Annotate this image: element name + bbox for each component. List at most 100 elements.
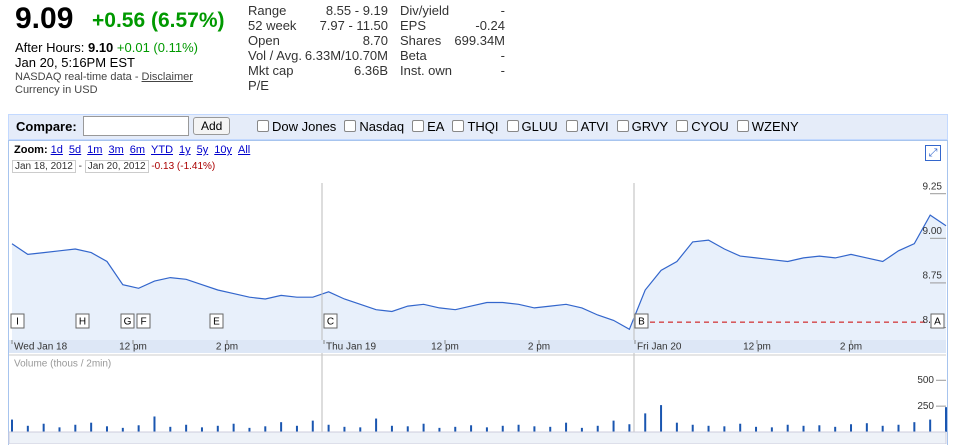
volume-bar [802,425,805,432]
after-hours-label: After Hours: [15,40,85,55]
chart-panel [8,140,948,445]
news-flag [634,313,649,329]
zoom-option[interactable]: 10y [214,144,233,156]
checkbox[interactable] [412,120,425,132]
checkbox[interactable] [257,120,269,132]
stat-label: Range [248,3,287,18]
compare-symbol[interactable]: ATVI [565,119,609,134]
volume-bar [850,424,853,432]
stat-value: - [500,3,505,18]
after-hours-change: +0.01 (0.11%) [116,40,198,55]
stat-label: Vol / Avg. [248,48,302,63]
news-flag [323,313,338,329]
y-tick-label: 500 [917,375,934,386]
symbol-name: WZENY [751,119,799,134]
compare-symbol[interactable]: Dow Jones [257,119,336,134]
stat-value: 8.70 [362,33,388,48]
checkbox[interactable] [736,120,749,132]
scrollbar [8,431,947,444]
zoom-option[interactable]: YTD [151,144,174,156]
y-tick-label: 9.25 [923,181,943,192]
range-separator: - [78,161,82,172]
volume-bar [438,427,441,432]
stat-value: - [500,48,505,63]
volume-bar [723,426,726,432]
news-flag [209,313,224,329]
x-tick-label: 2 pm [528,342,550,353]
volume-bar [422,423,425,432]
compare-symbol[interactable]: CYOU [676,119,729,134]
symbol-name: ATVI [580,119,609,134]
x-tick-label: Thu Jan 19 [326,342,376,353]
zoom-option[interactable]: 1m [87,144,103,156]
price-line [11,214,947,331]
expand-button[interactable]: ⤢ [925,145,941,161]
checkbox[interactable] [344,120,357,132]
quote-time: Jan 20, 5:16PM EST [15,55,135,70]
stat-label: Div/yield [400,3,450,18]
x-tick-label: 12 pm [431,342,459,353]
compare-symbol[interactable]: GLUU [506,119,558,134]
source: NASDAQ real-time data - Disclaimer [15,71,193,83]
zoom-option[interactable]: 6m [129,144,146,156]
stat-label: Open [248,33,280,48]
price: 9.09 [15,2,74,35]
range-to[interactable]: Jan 20, 2012 [84,160,149,173]
news-flag-label: F [140,317,146,328]
news-flag-label: I [16,317,19,328]
add-button[interactable]: Add [193,117,231,135]
checkbox[interactable] [616,120,629,132]
range-change: -0.13 (-1.41%) [151,161,216,172]
volume-bar [153,416,156,432]
compare-symbol[interactable]: GRVY [616,119,668,134]
x-tick-label: 2 pm [216,342,238,353]
volume-bar [359,427,362,432]
volume-bar [739,423,742,432]
symbol-name: EA [427,119,445,134]
checkbox[interactable] [676,120,689,132]
checkbox[interactable] [565,120,578,132]
symbol-name: THQI [467,119,499,134]
zoom-option[interactable]: 1y [179,144,191,156]
volume-bar [343,426,346,432]
zoom-option[interactable]: 5d [68,144,82,156]
stat-value: 6.36B [354,63,388,78]
range-from[interactable]: Jan 18, 2012 [12,160,76,173]
compare-input[interactable] [83,116,189,136]
news-flag [75,313,90,329]
volume-bar [596,425,599,432]
stat-label: EPS [400,18,427,33]
stat-label: Mkt cap [248,63,294,78]
volume-bar [881,425,884,432]
compare-symbol[interactable]: THQI [452,119,499,134]
volume-bar [375,418,378,432]
zoom-option[interactable]: 1d [50,144,63,156]
disclaimer-link[interactable]: Disclaimer [141,71,193,83]
checkbox[interactable] [452,120,465,132]
x-tick-label: 12 pm [743,342,771,353]
zoom: Zoom: 1d 5d 1m 3m 6m YTD 1y 5y 10y All [14,144,256,156]
news-flag-label: C [327,317,334,328]
news-flag-label: E [213,317,220,328]
volume-bar [897,424,900,432]
volume-bar [675,422,678,432]
compare-symbol[interactable]: Nasdaq [344,119,404,134]
volume-bar [834,426,837,432]
zoom-option[interactable]: All [238,144,251,156]
volume-bar [628,424,631,432]
volume-bar [74,424,77,432]
volume-bar [232,423,235,432]
volume-bar [200,427,203,432]
volume-bar [169,426,172,432]
stat-label: Beta [400,48,427,63]
checkbox[interactable] [506,120,519,132]
zoom-option[interactable]: 3m [108,144,124,156]
volume-bar [42,423,45,432]
compare-symbol[interactable]: WZENY [736,119,799,134]
volume-bar [818,425,821,432]
compare-symbol[interactable]: EA [412,119,444,134]
zoom-option[interactable]: 5y [196,144,209,156]
y-tick-label: 250 [917,401,934,412]
